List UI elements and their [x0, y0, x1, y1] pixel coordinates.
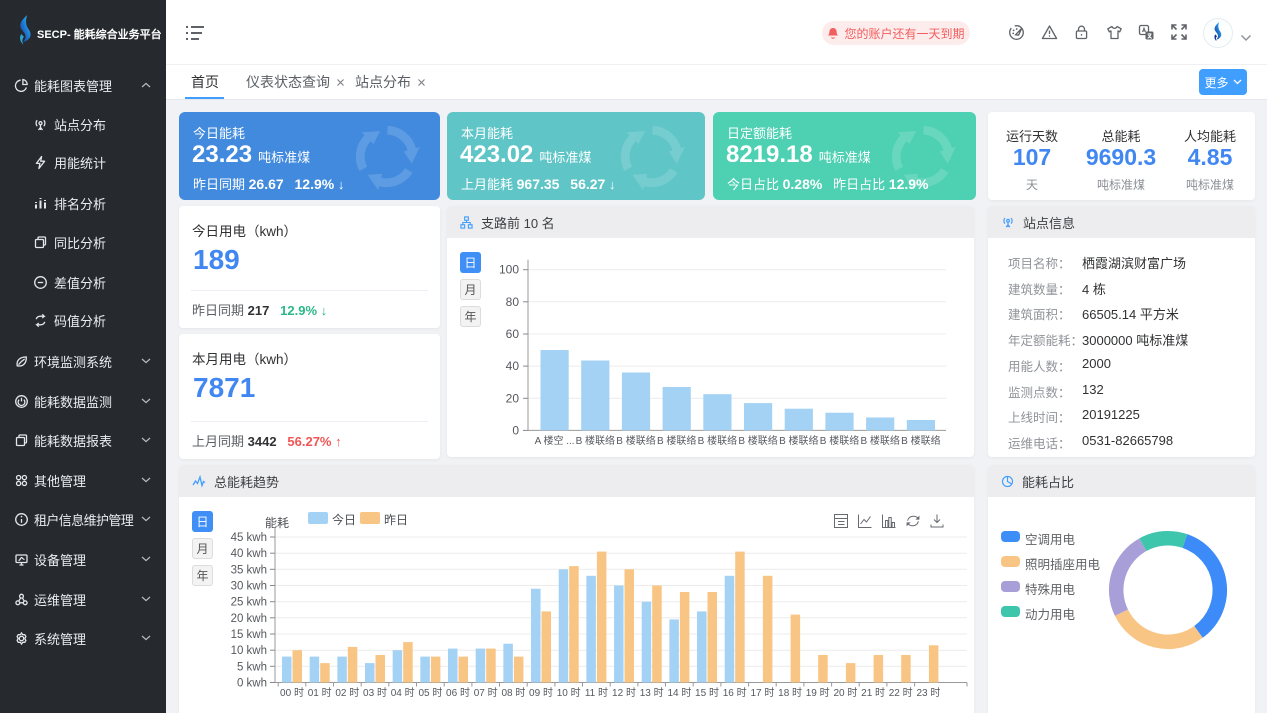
- svg-text:16 时: 16 时: [723, 687, 747, 699]
- svg-text:01 时: 01 时: [308, 687, 332, 699]
- svg-text:23 时: 23 时: [916, 687, 940, 699]
- svg-text:13 时: 13 时: [640, 687, 664, 699]
- svg-text:03 时: 03 时: [363, 687, 387, 699]
- svg-text:B 楼联络: B 楼联络: [779, 434, 818, 447]
- svg-text:15 kwh: 15 kwh: [231, 629, 267, 641]
- svg-text:07 时: 07 时: [474, 687, 498, 699]
- svg-text:B 楼联络: B 楼联络: [738, 434, 777, 447]
- svg-text:21 时: 21 时: [861, 687, 885, 699]
- svg-text:0: 0: [512, 423, 519, 437]
- svg-text:10 kwh: 10 kwh: [231, 645, 267, 657]
- svg-text:100: 100: [499, 263, 519, 277]
- svg-text:80: 80: [506, 295, 520, 309]
- svg-text:20 kwh: 20 kwh: [231, 613, 267, 625]
- svg-text:B 楼联络: B 楼联络: [860, 434, 899, 447]
- svg-text:5 kwh: 5 kwh: [237, 661, 267, 673]
- svg-text:45 kwh: 45 kwh: [231, 532, 267, 544]
- svg-text:17 时: 17 时: [750, 687, 774, 699]
- svg-text:06 时: 06 时: [446, 687, 470, 699]
- svg-text:19 时: 19 时: [806, 687, 830, 699]
- svg-text:04 时: 04 时: [391, 687, 415, 699]
- svg-text:60: 60: [506, 327, 520, 341]
- svg-text:35 kwh: 35 kwh: [231, 564, 267, 576]
- svg-text:08 时: 08 时: [501, 687, 525, 699]
- svg-text:22 时: 22 时: [889, 687, 913, 699]
- svg-text:B 楼联络: B 楼联络: [901, 434, 940, 447]
- svg-text:0 kwh: 0 kwh: [237, 678, 267, 690]
- svg-text:B 楼联络: B 楼联络: [820, 434, 859, 447]
- svg-text:40 kwh: 40 kwh: [231, 548, 267, 560]
- svg-text:B 楼联络: B 楼联络: [657, 434, 696, 447]
- svg-text:30 kwh: 30 kwh: [231, 581, 267, 593]
- svg-text:B 楼联络: B 楼联络: [698, 434, 737, 447]
- svg-text:20 时: 20 时: [833, 687, 857, 699]
- svg-text:18 时: 18 时: [778, 687, 802, 699]
- svg-text:10 时: 10 时: [557, 687, 581, 699]
- svg-text:02 时: 02 时: [335, 687, 359, 699]
- svg-text:00 时: 00 时: [280, 687, 304, 699]
- svg-text:A 楼空 ...: A 楼空 ...: [535, 434, 575, 447]
- svg-text:05 时: 05 时: [418, 687, 442, 699]
- svg-text:14 时: 14 时: [667, 687, 691, 699]
- svg-text:B 楼联络: B 楼联络: [616, 434, 655, 447]
- svg-text:15 时: 15 时: [695, 687, 719, 699]
- svg-text:20: 20: [506, 391, 520, 405]
- svg-text:40: 40: [506, 359, 520, 373]
- svg-text:12 时: 12 时: [612, 687, 636, 699]
- svg-text:11 时: 11 时: [585, 687, 608, 699]
- svg-text:25 kwh: 25 kwh: [231, 597, 267, 609]
- svg-text:09 时: 09 时: [529, 687, 553, 699]
- svg-text:B 楼联络: B 楼联络: [576, 434, 615, 447]
